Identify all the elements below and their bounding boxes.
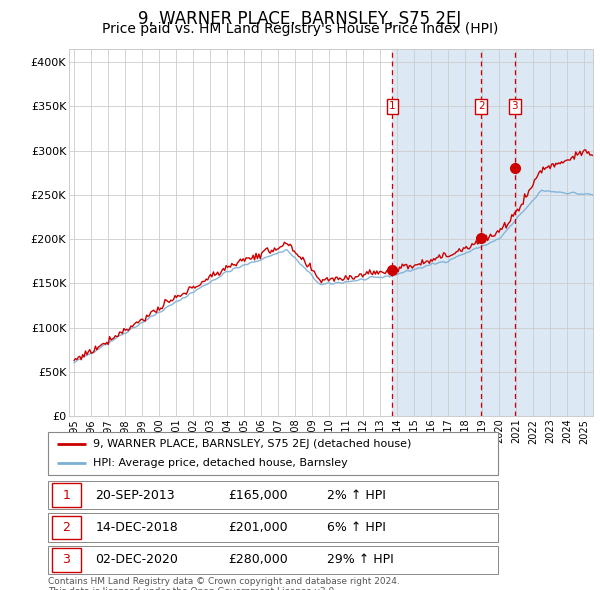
Text: 9, WARNER PLACE, BARNSLEY, S75 2EJ: 9, WARNER PLACE, BARNSLEY, S75 2EJ	[139, 10, 461, 28]
Text: 1: 1	[62, 489, 70, 502]
Text: £165,000: £165,000	[228, 489, 287, 502]
Text: 9, WARNER PLACE, BARNSLEY, S75 2EJ (detached house): 9, WARNER PLACE, BARNSLEY, S75 2EJ (deta…	[93, 439, 412, 449]
Text: 2: 2	[62, 521, 70, 534]
Text: £201,000: £201,000	[228, 521, 287, 534]
Text: 6% ↑ HPI: 6% ↑ HPI	[327, 521, 386, 534]
Text: 14-DEC-2018: 14-DEC-2018	[95, 521, 178, 534]
FancyBboxPatch shape	[52, 516, 81, 539]
Text: Contains HM Land Registry data © Crown copyright and database right 2024.
This d: Contains HM Land Registry data © Crown c…	[48, 577, 400, 590]
Text: 2: 2	[478, 101, 485, 112]
Bar	[392, 49, 600, 416]
Text: Price paid vs. HM Land Registry's House Price Index (HPI): Price paid vs. HM Land Registry's House …	[102, 22, 498, 36]
Text: 20-SEP-2013: 20-SEP-2013	[95, 489, 175, 502]
FancyBboxPatch shape	[48, 481, 498, 509]
Text: 02-DEC-2020: 02-DEC-2020	[95, 553, 178, 566]
Text: £280,000: £280,000	[228, 553, 288, 566]
FancyBboxPatch shape	[48, 432, 498, 475]
Text: 3: 3	[62, 553, 70, 566]
Text: 29% ↑ HPI: 29% ↑ HPI	[327, 553, 394, 566]
Text: 3: 3	[512, 101, 518, 112]
Text: HPI: Average price, detached house, Barnsley: HPI: Average price, detached house, Barn…	[93, 458, 348, 468]
FancyBboxPatch shape	[52, 483, 81, 507]
FancyBboxPatch shape	[48, 546, 498, 574]
FancyBboxPatch shape	[48, 513, 498, 542]
FancyBboxPatch shape	[52, 548, 81, 572]
Text: 1: 1	[389, 101, 396, 112]
Text: 2% ↑ HPI: 2% ↑ HPI	[327, 489, 386, 502]
